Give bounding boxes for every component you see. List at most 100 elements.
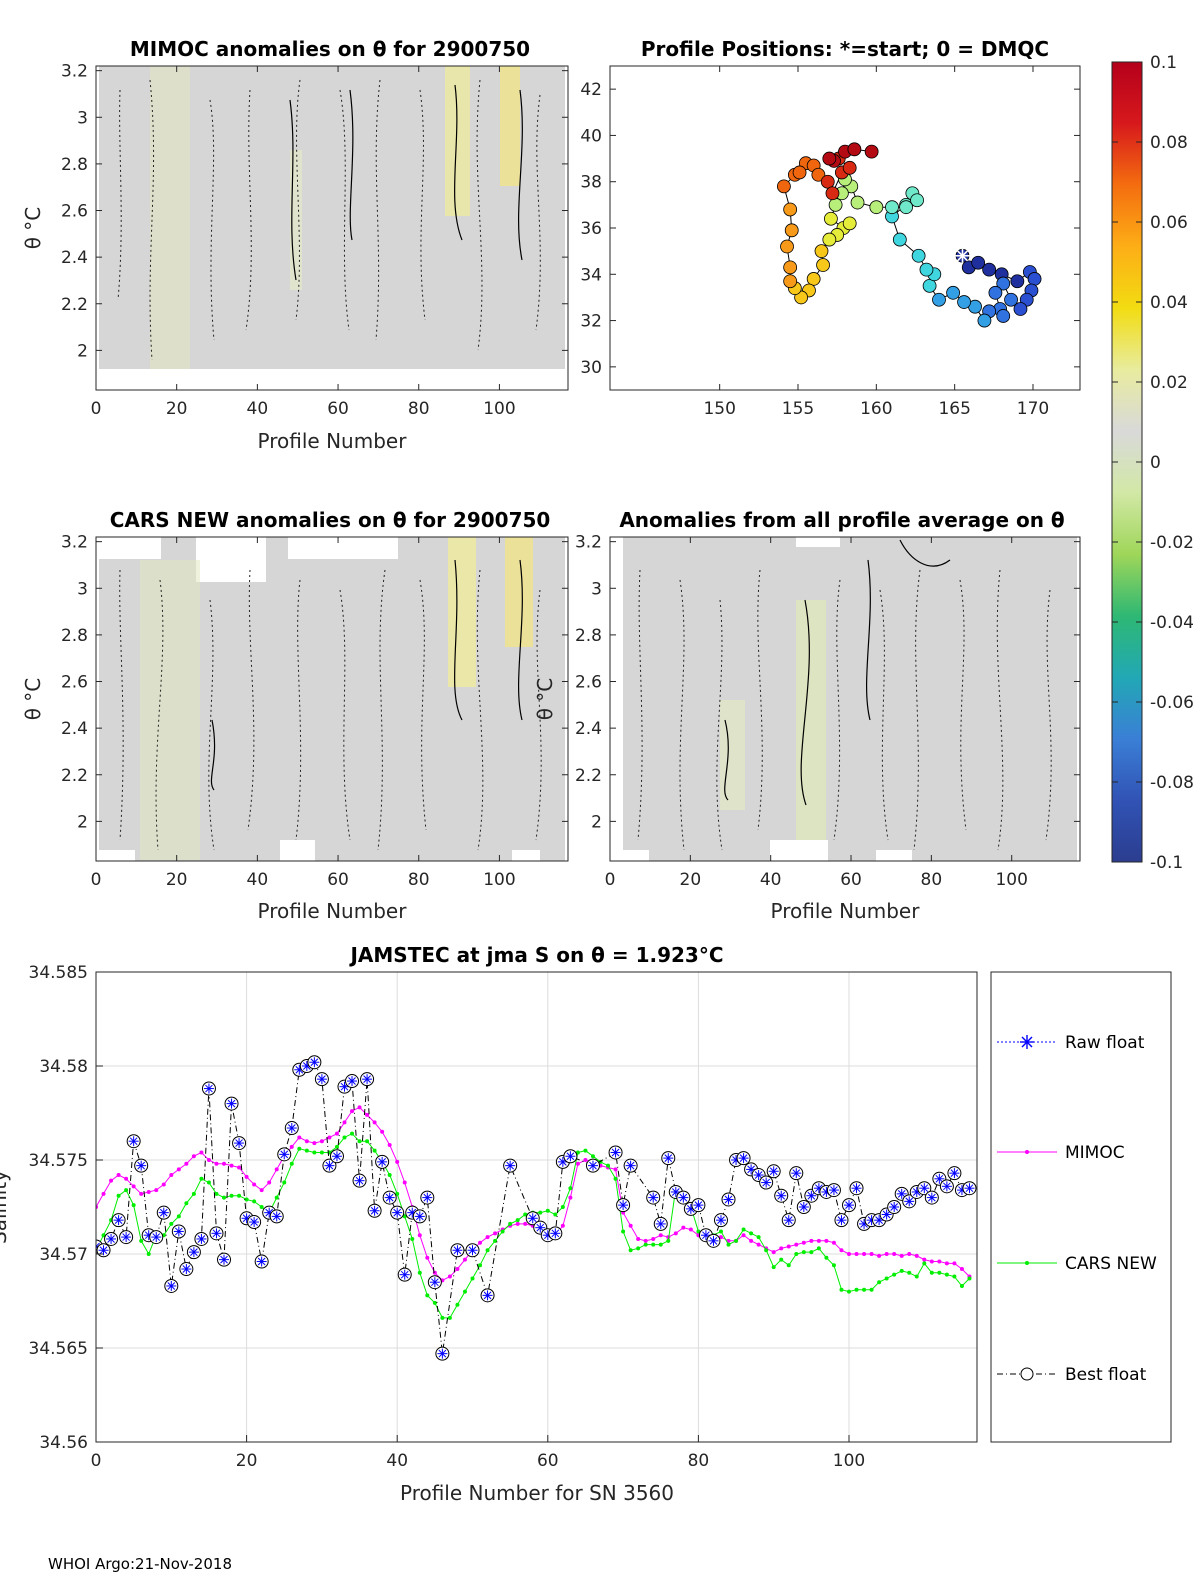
profile-marker — [783, 260, 798, 275]
raw-asterisk — [212, 1229, 221, 1238]
series-point — [176, 1167, 181, 1172]
raw-asterisk — [159, 1208, 168, 1217]
series-point — [892, 1272, 897, 1277]
series-point — [139, 1238, 144, 1243]
raw-asterisk — [483, 1291, 492, 1300]
best-float-marker — [480, 1288, 495, 1303]
profile-marker — [932, 292, 946, 307]
series-point — [831, 1263, 836, 1268]
series-point — [493, 1231, 498, 1236]
raw-asterisk — [333, 1152, 341, 1161]
series-point — [462, 1289, 467, 1294]
cars-ticks: 0 20 40 60 80 100 2 2.2 2.4 2.6 2.8 3 3.2 — [61, 533, 568, 890]
raw-asterisk — [694, 1201, 703, 1209]
colorbar-tick-label: -0.04 — [1150, 613, 1194, 633]
x-tick-label: 40 — [247, 870, 269, 890]
series-point — [244, 1174, 249, 1179]
profile-marker — [996, 309, 1011, 323]
series-point — [478, 1263, 483, 1268]
profile-marker — [885, 200, 899, 215]
raw-asterisk — [438, 1349, 447, 1358]
raw-asterisk — [619, 1201, 627, 1209]
best-float-marker — [269, 1209, 284, 1224]
series-point — [658, 1242, 663, 1247]
series-point — [169, 1173, 174, 1178]
raw-asterisk — [589, 1161, 597, 1170]
x-tick-label: 0 — [91, 870, 102, 890]
x-tick-label: 165 — [938, 399, 970, 419]
raw-asterisk — [205, 1084, 213, 1093]
series-point — [485, 1235, 490, 1240]
colorbar-tick-label: -0.02 — [1150, 533, 1194, 553]
profile-marker — [824, 211, 838, 226]
series-point — [417, 1233, 422, 1238]
best-float-marker — [849, 1181, 864, 1196]
best-float-marker — [217, 1252, 232, 1267]
series-point — [124, 1176, 129, 1181]
x-tick-label: 0 — [91, 399, 102, 419]
series-point — [869, 1287, 874, 1292]
y-tick-label: 34 — [580, 265, 602, 285]
raw-asterisk — [905, 1197, 914, 1206]
raw-asterisk — [528, 1214, 537, 1223]
raw-asterisk — [174, 1227, 183, 1236]
y-tick-label: 2.6 — [61, 673, 88, 693]
positions-title: Profile Positions: *=start; 0 = DMQC — [641, 37, 1049, 61]
series-point — [357, 1105, 362, 1110]
best-float-marker — [412, 1209, 427, 1224]
series-point — [169, 1221, 174, 1226]
raw-asterisk — [385, 1193, 394, 1202]
series-point — [673, 1231, 678, 1236]
allavg-field — [613, 537, 1077, 861]
series-point — [447, 1315, 452, 1320]
series-point — [590, 1154, 595, 1159]
series-point — [877, 1280, 882, 1285]
best-float-marker — [435, 1346, 450, 1361]
series-point — [417, 1270, 422, 1275]
mimoc-panel: MIMOC anomalies on θ for 2900750 0 20 40 60… — [21, 37, 569, 453]
series-point — [357, 1139, 362, 1144]
best-float-marker — [826, 1183, 841, 1198]
x-tick-label: 20 — [166, 870, 188, 890]
best-float-marker — [608, 1145, 623, 1160]
series-point — [658, 1233, 663, 1238]
series-point — [756, 1242, 761, 1247]
mimoc-title: MIMOC anomalies on θ for 2900750 — [130, 37, 530, 61]
y-tick-label: 3.2 — [61, 533, 88, 553]
x-tick-label: 80 — [408, 399, 430, 419]
best-float-marker — [947, 1166, 962, 1181]
series-point — [297, 1146, 302, 1151]
series-point — [643, 1242, 648, 1247]
profile-marker — [996, 276, 1011, 291]
series-point — [786, 1244, 791, 1249]
raw-asterisk — [152, 1233, 161, 1241]
series-point — [462, 1257, 467, 1262]
y-tick-label: 2.4 — [61, 248, 88, 268]
raw-asterisk — [830, 1186, 838, 1194]
x-tick-label: 100 — [483, 399, 515, 419]
series-point — [214, 1161, 219, 1166]
series-point — [387, 1142, 392, 1147]
positions-ticks: 150 155 160 165 170 30 32 34 36 38 40 42 — [580, 66, 1080, 419]
raw-asterisk — [649, 1193, 658, 1202]
raw-asterisk — [815, 1184, 823, 1193]
series-point — [824, 1255, 829, 1260]
series-point — [319, 1150, 324, 1155]
legend-mimoc: MIMOC — [997, 1143, 1125, 1163]
profile-marker — [806, 272, 821, 286]
series-point — [508, 1221, 513, 1226]
raw-asterisk — [536, 1223, 545, 1232]
best-float-marker — [96, 1243, 111, 1258]
series-point — [756, 1235, 761, 1240]
series-point — [334, 1131, 339, 1136]
profile-marker — [842, 160, 857, 175]
series-mimoc — [96, 1105, 972, 1283]
series-point — [139, 1191, 144, 1196]
colorbar-tick-label: -0.08 — [1150, 773, 1194, 793]
x-tick-label: 80 — [921, 870, 943, 890]
series-point — [606, 1163, 611, 1168]
series-point — [929, 1270, 934, 1275]
legend-cars: CARS NEW — [997, 1254, 1157, 1274]
series-point — [176, 1214, 181, 1219]
series-point — [237, 1193, 242, 1198]
